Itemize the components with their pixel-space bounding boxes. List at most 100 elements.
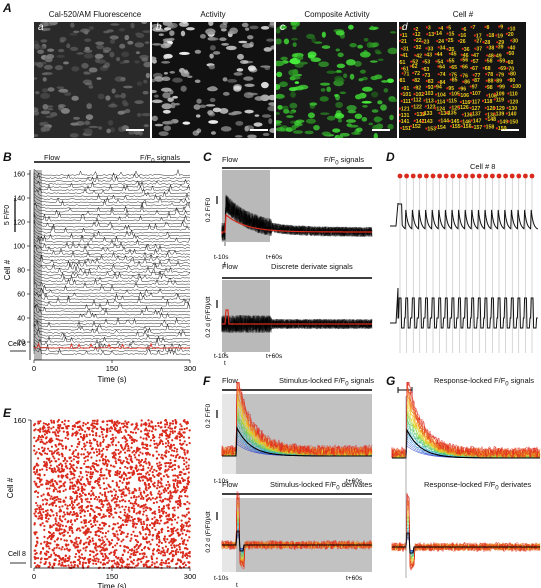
cell-marker-dot xyxy=(449,125,453,128)
cell-blob xyxy=(180,30,186,37)
cell-trace xyxy=(33,255,191,264)
cell-blob xyxy=(103,30,110,34)
spike-dot xyxy=(173,467,177,470)
spike-dot xyxy=(55,488,58,491)
spike-dot xyxy=(174,529,178,532)
y-axis-label: Cell # xyxy=(6,477,15,498)
spike-dot xyxy=(51,439,54,442)
spike-dot xyxy=(103,540,106,544)
spike-dot xyxy=(133,438,136,441)
spike-dot xyxy=(43,433,47,436)
spike-dot xyxy=(59,538,63,541)
spike-dot xyxy=(180,529,183,532)
cell-blob xyxy=(162,120,173,125)
spike-dot xyxy=(107,469,110,472)
cell-blob xyxy=(163,38,173,42)
cell-number-label: 104 xyxy=(437,93,446,99)
spike-dot xyxy=(77,558,80,562)
spike-dot xyxy=(165,483,168,487)
spike-dot xyxy=(170,427,174,430)
cell-trace xyxy=(33,235,191,243)
cell-blob xyxy=(134,60,140,64)
spike-dot xyxy=(88,482,91,486)
cell-number-label: 80 xyxy=(510,72,516,78)
cell-number-label: 22 xyxy=(416,38,422,44)
cell-marker-dot xyxy=(438,26,441,30)
cell-marker-dot xyxy=(401,72,404,75)
spike-dot xyxy=(66,460,69,463)
spike-dot xyxy=(58,510,61,513)
cell-blob xyxy=(193,104,201,110)
spike-dot xyxy=(88,543,91,546)
spike-dot xyxy=(162,510,166,513)
cell-blob xyxy=(383,88,389,93)
x-axis-label: Time (s) xyxy=(97,582,126,588)
spike-dot xyxy=(64,496,67,499)
spike-dot xyxy=(74,538,77,541)
cell-blob xyxy=(88,125,99,129)
spike-dot xyxy=(167,450,170,453)
cell-marker-dot xyxy=(449,92,452,95)
cell-blob xyxy=(337,118,342,123)
spike-dot xyxy=(185,524,188,527)
spike-dot xyxy=(112,551,115,554)
spike-dot xyxy=(64,462,67,465)
spike-dot xyxy=(45,468,48,471)
cell-blob xyxy=(347,110,357,114)
cell-marker-dot xyxy=(460,120,463,123)
cell-blob xyxy=(212,107,222,113)
spike-dot xyxy=(58,559,61,563)
cell-marker-dot xyxy=(410,125,413,128)
spike-dot xyxy=(98,538,101,541)
spike-dot xyxy=(64,458,67,461)
spike-dot xyxy=(88,560,91,563)
spike-dot xyxy=(33,422,37,426)
spike-dot xyxy=(76,425,79,429)
spike-dot xyxy=(62,430,65,433)
cell-blob xyxy=(186,27,195,31)
cell-blob xyxy=(343,73,348,79)
cell-number-label: 51 xyxy=(400,60,406,66)
cell-marker-dot xyxy=(469,106,472,109)
cell-trace xyxy=(391,516,541,560)
spike-dot xyxy=(68,528,71,532)
spike-dot xyxy=(85,470,88,473)
event-dot xyxy=(417,173,423,179)
spike-dot xyxy=(43,460,46,464)
cell-blob xyxy=(85,114,94,120)
cell-marker-dot xyxy=(457,39,460,43)
cell-trace xyxy=(33,213,191,225)
spike-dot xyxy=(176,489,179,492)
cell-marker-dot xyxy=(400,53,403,57)
spike-dot xyxy=(103,463,106,466)
cell-blob xyxy=(374,49,381,53)
spike-dot xyxy=(163,491,166,494)
spike-dot xyxy=(127,565,130,569)
spike-dot xyxy=(172,538,175,541)
cell-number-label: 8 xyxy=(486,25,489,31)
cell-blob xyxy=(368,122,374,126)
spike-dot xyxy=(118,515,121,519)
spike-dot xyxy=(106,561,109,565)
spike-dot xyxy=(98,476,101,480)
cell-blob xyxy=(107,120,114,126)
image-title-cell-number: Cell # xyxy=(452,10,474,19)
spike-dot xyxy=(111,545,114,549)
spike-dot xyxy=(168,497,171,500)
spike-dot xyxy=(86,451,89,454)
spike-dot xyxy=(108,511,111,514)
spike-dot xyxy=(114,453,117,456)
spike-dot xyxy=(158,493,162,496)
spike-dot xyxy=(82,434,86,437)
spike-dot xyxy=(81,556,84,560)
spike-dot xyxy=(142,555,145,558)
cell-trace xyxy=(33,213,191,222)
cell-marker-dot xyxy=(422,60,425,63)
spike-dot xyxy=(122,426,125,429)
spike-dot xyxy=(131,466,134,469)
spike-dot xyxy=(39,550,43,554)
cell-blob xyxy=(85,71,92,75)
spike-dot xyxy=(124,505,127,508)
cell-trace xyxy=(33,314,191,322)
spike-dot xyxy=(106,503,109,506)
